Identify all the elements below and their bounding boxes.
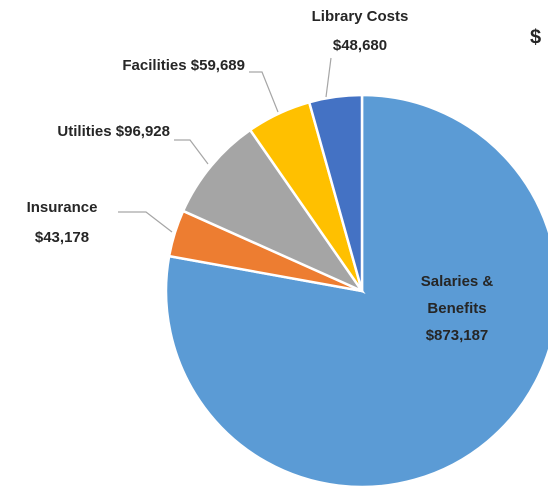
chart-title: $ xyxy=(530,26,541,48)
leader-line xyxy=(174,139,209,165)
value-label: $59,689 xyxy=(191,57,245,74)
leader-line xyxy=(118,211,173,233)
category-label: Salaries & Benefits xyxy=(420,273,494,317)
pie xyxy=(164,93,548,489)
leader-line xyxy=(249,71,279,113)
category-label: Facilities xyxy=(122,57,186,74)
pie-slice xyxy=(181,128,366,294)
category-label: Utilities xyxy=(57,123,111,140)
value-label: $48,680 xyxy=(333,37,387,54)
value-label: $873,187 xyxy=(425,327,489,344)
category-label: Insurance xyxy=(27,199,98,216)
slice-label: Salaries & Benefits $873,187 xyxy=(420,273,494,344)
data-label: Utilities $96,928 xyxy=(57,123,170,140)
leader-line xyxy=(325,57,332,98)
value-label: $43,178 xyxy=(35,229,89,246)
data-label: Facilities $59,689 xyxy=(122,57,245,74)
category-label: Library Costs xyxy=(312,8,409,25)
pie-slice xyxy=(307,93,364,292)
value-label: $96,928 xyxy=(116,123,170,140)
